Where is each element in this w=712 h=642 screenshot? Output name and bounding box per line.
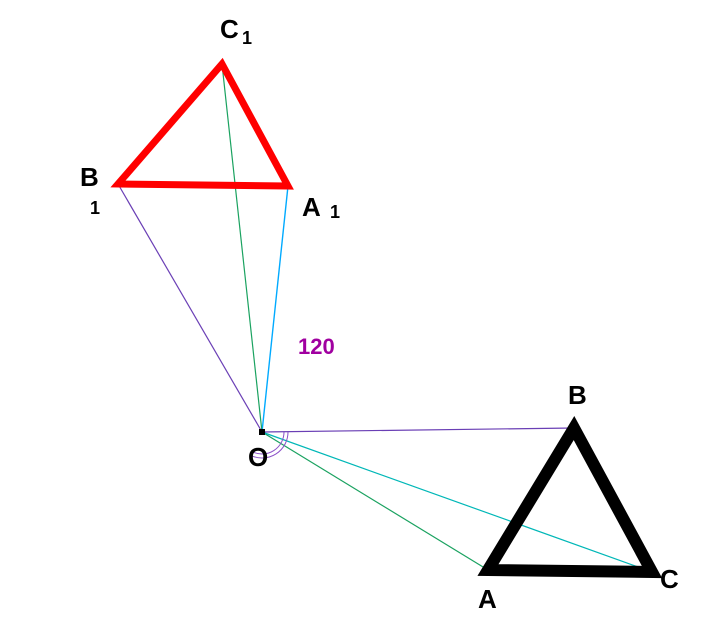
rotation-center bbox=[259, 429, 265, 435]
angle-label: 120 bbox=[298, 334, 335, 359]
point-label: C bbox=[660, 564, 679, 594]
point-label: A1 bbox=[302, 192, 340, 222]
construction-ray bbox=[118, 184, 262, 432]
point-label-main: C bbox=[660, 564, 679, 594]
construction-ray bbox=[222, 64, 262, 432]
triangle-rotated bbox=[118, 64, 288, 186]
point-label-subscript: 1 bbox=[242, 28, 252, 48]
point-label: C1 bbox=[220, 14, 252, 48]
point-label: B1 bbox=[80, 162, 100, 218]
point-label: B bbox=[568, 380, 587, 410]
construction-ray bbox=[262, 186, 288, 432]
point-label-main: B bbox=[80, 162, 99, 192]
point-label-main: C bbox=[220, 14, 239, 44]
point-label: A bbox=[478, 584, 497, 614]
point-label-subscript: 1 bbox=[330, 202, 340, 222]
point-label-main: A bbox=[302, 192, 321, 222]
construction-ray bbox=[262, 428, 574, 432]
point-label-main: A bbox=[478, 584, 497, 614]
point-label-subscript: 1 bbox=[90, 198, 100, 218]
geometry-diagram: 120C1B1A1OBAC bbox=[0, 0, 712, 642]
triangle-original bbox=[488, 428, 652, 572]
point-label-main: O bbox=[248, 442, 268, 472]
point-label-main: B bbox=[568, 380, 587, 410]
point-label: O bbox=[248, 442, 268, 472]
